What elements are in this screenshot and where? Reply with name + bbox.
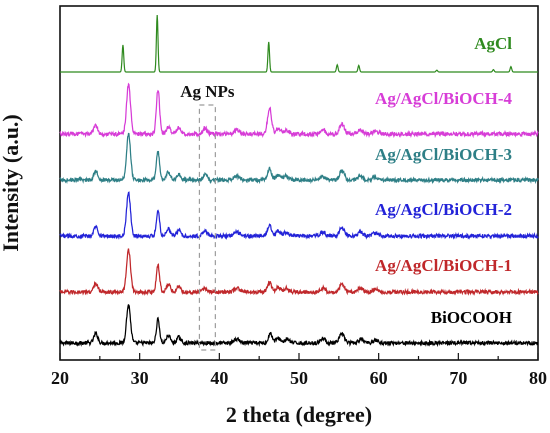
series-label-ag-agcl-bioch-4: Ag/AgCl/BiOCH-4 (375, 89, 512, 108)
series-line-ag-agcl-bioch-1 (59, 248, 539, 297)
x-tick-label-30: 30 (131, 368, 149, 388)
x-tick-label-20: 20 (51, 368, 69, 388)
series-label-ag-agcl-bioch-3: Ag/AgCl/BiOCH-3 (375, 145, 512, 164)
series-layer (59, 14, 539, 348)
series-label-agcl: AgCl (474, 34, 512, 53)
x-axis-tick-labels: 20 30 40 50 60 70 80 (51, 368, 547, 388)
x-axis-ticks (59, 353, 539, 360)
annotation-layer: Ag NPs (180, 82, 235, 351)
series-label-biocooh: BiOCOOH (431, 308, 512, 327)
series-line-ag-agcl-bioch-3 (59, 132, 539, 185)
y-axis-title: Intensity (a.u.) (0, 114, 23, 252)
x-tick-label-50: 50 (290, 368, 308, 388)
series-line-agcl (60, 14, 538, 73)
series-line-biocooh (59, 304, 539, 348)
ag-nps-highlight-box (198, 104, 216, 351)
x-axis-title: 2 theta (degree) (226, 402, 372, 427)
series-labels: BiOCOOH Ag/AgCl/BiOCH-1 Ag/AgCl/BiOCH-2 Ag/… (375, 34, 512, 327)
series-label-ag-agcl-bioch-1: Ag/AgCl/BiOCH-1 (375, 256, 512, 275)
x-tick-label-40: 40 (210, 368, 228, 388)
series-line-ag-agcl-bioch-2 (59, 191, 539, 241)
series-line-ag-agcl-bioch-4 (59, 82, 539, 139)
x-tick-label-80: 80 (529, 368, 547, 388)
series-label-ag-agcl-bioch-2: Ag/AgCl/BiOCH-2 (375, 200, 512, 219)
x-tick-label-60: 60 (370, 368, 388, 388)
ag-nps-label: Ag NPs (180, 82, 235, 101)
x-tick-label-70: 70 (449, 368, 467, 388)
